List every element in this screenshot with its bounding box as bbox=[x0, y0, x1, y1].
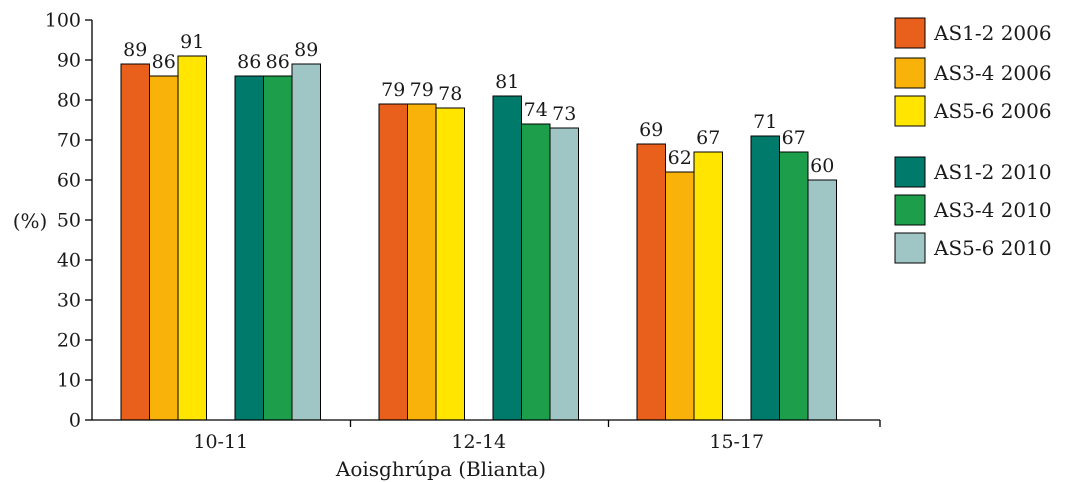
y-axis-label: (%) bbox=[13, 209, 48, 233]
bar-value-label: 74 bbox=[524, 99, 548, 121]
legend-swatch bbox=[894, 156, 926, 188]
legend-label: AS3-4 2006 bbox=[933, 61, 1052, 85]
legend: AS1-2 2006 AS3-4 2006 AS5-6 2006 AS1-2 2010… bbox=[894, 17, 1052, 264]
bar-value-label: 67 bbox=[782, 127, 806, 149]
bar-value-label: 89 bbox=[123, 39, 147, 61]
bar bbox=[407, 103, 437, 421]
y-tick-label: 70 bbox=[57, 130, 81, 152]
y-tick-label: 40 bbox=[57, 250, 81, 272]
y-tick-label: 10 bbox=[57, 370, 81, 392]
y-tick-label: 0 bbox=[69, 410, 81, 432]
bar bbox=[435, 107, 465, 421]
y-tick-label: 20 bbox=[57, 330, 81, 352]
y-tick-label: 30 bbox=[57, 290, 81, 312]
axes bbox=[91, 20, 880, 421]
y-tick-label: 90 bbox=[57, 50, 81, 72]
legend-label: AS3-4 2010 bbox=[933, 198, 1052, 222]
bar-value-label: 86 bbox=[152, 51, 176, 73]
legend-label: AS5-6 2006 bbox=[933, 99, 1052, 123]
legend-label: AS1-2 2006 bbox=[933, 21, 1052, 45]
bar-value-label: 67 bbox=[696, 127, 720, 149]
y-tick-label: 80 bbox=[57, 90, 81, 112]
legend-swatch bbox=[894, 194, 926, 226]
bar bbox=[665, 171, 695, 421]
legend-swatch bbox=[894, 232, 926, 264]
bar bbox=[378, 103, 408, 421]
bar bbox=[492, 95, 522, 421]
bar bbox=[149, 75, 179, 421]
bar-value-label: 71 bbox=[753, 111, 777, 133]
bar-value-label: 73 bbox=[552, 103, 576, 125]
bar bbox=[693, 151, 723, 421]
bar bbox=[807, 179, 837, 421]
bar-value-label: 69 bbox=[639, 119, 663, 141]
bar-value-label: 86 bbox=[237, 51, 261, 73]
y-tick-label: 60 bbox=[57, 170, 81, 192]
bar bbox=[750, 135, 780, 421]
bar-value-label: 62 bbox=[668, 147, 692, 169]
y-tick-label: 100 bbox=[45, 10, 81, 32]
legend-swatch bbox=[894, 57, 926, 89]
legend-label: AS1-2 2010 bbox=[933, 160, 1052, 184]
bars bbox=[120, 55, 837, 421]
legend-swatch bbox=[894, 95, 926, 127]
legend-swatch bbox=[894, 17, 926, 49]
y-tick-label: 50 bbox=[57, 210, 81, 232]
bar bbox=[636, 143, 666, 421]
y-axis-ticks: 0 10 20 30 40 50 60 70 80 90 100 bbox=[45, 10, 92, 432]
x-tick-label: 12-14 bbox=[451, 431, 506, 453]
x-tick-label: 10-11 bbox=[193, 431, 248, 453]
bar bbox=[291, 63, 321, 421]
bar-value-label: 79 bbox=[381, 79, 405, 101]
bar-value-label: 86 bbox=[266, 51, 290, 73]
x-axis-ticks: 10-11 12-14 15-17 bbox=[193, 420, 881, 453]
bar bbox=[120, 63, 150, 421]
x-tick-label: 15-17 bbox=[709, 431, 764, 453]
bar-value-label: 81 bbox=[495, 71, 519, 93]
bar-value-label: 79 bbox=[410, 79, 434, 101]
bar bbox=[263, 75, 293, 421]
bar-value-label: 89 bbox=[294, 39, 318, 61]
bar bbox=[779, 151, 809, 421]
bar bbox=[521, 123, 551, 421]
bar bbox=[549, 127, 579, 421]
bar-value-label: 91 bbox=[180, 31, 204, 53]
legend-label: AS5-6 2010 bbox=[933, 236, 1052, 260]
bar bbox=[234, 75, 264, 421]
bar bbox=[177, 55, 207, 421]
x-axis-label: Aoisghrúpa (Blianta) bbox=[335, 457, 546, 481]
bar-value-label: 78 bbox=[438, 83, 462, 105]
bar-value-label: 60 bbox=[810, 155, 834, 177]
